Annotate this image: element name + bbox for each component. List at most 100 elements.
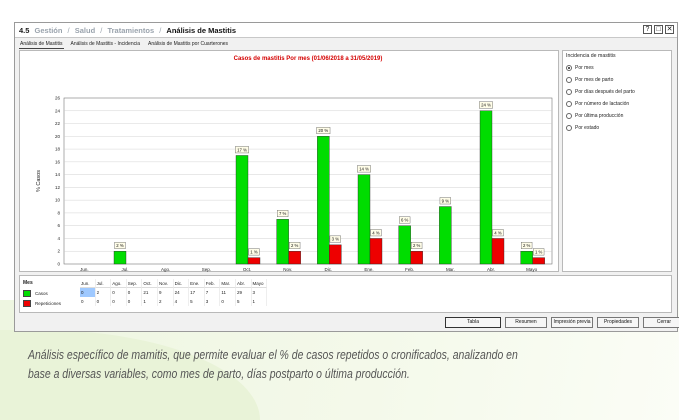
grid-header-cell[interactable]: Abr. [235, 279, 252, 288]
grid-header-row: Jun. Jul. Ago. Sep. Oct. Nov. Dic. Ene. Feb. Mar.… [80, 279, 268, 288]
module-number: 4.5 [19, 26, 30, 35]
casos-bar [398, 225, 411, 265]
repeticiones-bar [491, 238, 505, 265]
close-icon[interactable]: ✕ [665, 25, 674, 34]
grid-cell[interactable]: 7 [205, 288, 221, 297]
x-tick-label: Mar. [446, 267, 455, 272]
breadcrumb-gestion[interactable]: Gestión [34, 26, 63, 35]
tab-strip: Análisis de Mastitis Análisis de Mastiti… [19, 39, 229, 49]
incidence-radio-group: Por mes Por mes de parto Por días despué… [566, 62, 635, 134]
grid-cell[interactable]: 1 [252, 297, 268, 306]
data-label: 1 % [250, 249, 258, 254]
grid-header-cell[interactable]: Nov. [157, 279, 174, 288]
window-controls: ? □ ✕ [643, 25, 674, 34]
tab-mastitis-incidence[interactable]: Análisis de Mastitis - Incidencia [70, 41, 140, 47]
data-label: 2 % [523, 243, 531, 248]
y-tick-label: 8 [57, 210, 60, 215]
breadcrumb-salud[interactable]: Salud [74, 26, 96, 35]
data-label-box [492, 229, 504, 237]
help-icon[interactable]: ? [643, 25, 652, 34]
data-label-box [411, 242, 423, 249]
grid-cell[interactable]: 0 [220, 297, 236, 306]
grid-cell[interactable]: 29 [236, 288, 252, 297]
radio-por-ultima-produccion[interactable]: Por última producción [566, 110, 635, 122]
casos-bar [113, 251, 127, 265]
x-tick-label: Dic. [324, 267, 332, 272]
table-row: 0 2 0 0 21 9 24 17 7 11 29 3 [80, 288, 268, 297]
grid-cell[interactable]: 5 [189, 297, 205, 306]
repeticiones-bar [329, 244, 342, 265]
grid-cell[interactable]: 3 [205, 297, 221, 306]
grid-cell[interactable]: 5 [236, 297, 252, 306]
grid-header-cell[interactable]: Ene. [189, 279, 205, 288]
radio-por-numero-lactacion[interactable]: Por número de lactación [566, 98, 635, 110]
grid-header-cell[interactable]: Ago. [111, 279, 127, 288]
grid-cell[interactable]: 0 [80, 297, 96, 306]
grid-header-cell[interactable]: Jul. [95, 279, 112, 288]
radio-por-estado[interactable]: Por estado [566, 122, 635, 134]
grid-cell[interactable]: 4 [174, 297, 190, 306]
grid-cell[interactable]: 17 [189, 288, 205, 297]
radio-icon[interactable] [566, 77, 572, 83]
grid-cell[interactable]: 3 [252, 288, 268, 297]
data-label-box [235, 146, 249, 154]
grid-header-cell[interactable]: Oct. [142, 279, 158, 288]
grid-cell[interactable]: 0 [127, 297, 143, 306]
data-label: 4 % [372, 230, 380, 235]
grid-header-cell[interactable]: Feb. [204, 279, 221, 288]
x-tick-label: Oct. [243, 267, 251, 272]
grid-header-cell[interactable]: Dic. [173, 279, 190, 288]
radio-icon[interactable] [566, 125, 572, 131]
resumen-button[interactable]: Resumen [505, 317, 547, 328]
radio-por-dias-despues-parto[interactable]: Por días después del parto [566, 86, 635, 98]
grid-cell[interactable]: 2 [158, 297, 174, 306]
data-label-box [370, 229, 382, 237]
data-label: 7 % [279, 211, 287, 216]
grid-cell[interactable]: 0 [111, 297, 127, 306]
radio-checked-icon[interactable] [566, 65, 572, 71]
grid-cell[interactable]: 0 [127, 288, 143, 297]
print-preview-button[interactable]: Impresión previa [551, 317, 593, 328]
properties-button[interactable]: Propiedades [597, 317, 639, 328]
grid-header-cell[interactable]: Mar. [220, 279, 236, 288]
close-button[interactable]: Cerrar [643, 317, 679, 328]
data-label: 24 % [481, 103, 491, 108]
title-bar: 4.5 Gestión / Salud / Tratamientos / Aná… [15, 23, 677, 38]
radio-icon[interactable] [566, 89, 572, 95]
tab-mastitis-quarters[interactable]: Análisis de Mastitis por Cuarterones [148, 41, 229, 47]
y-tick-label: 14 [55, 172, 61, 177]
grid-cell[interactable]: 0 [111, 288, 127, 297]
grid-cell[interactable]: 24 [174, 288, 190, 297]
incidence-options-title: Incidencia de mastitis [566, 53, 616, 59]
casos-bar [317, 136, 330, 265]
data-label-box [289, 242, 301, 249]
x-tick-label: Sep. [202, 267, 211, 272]
grid-header-cell[interactable]: Jun. [80, 279, 96, 288]
data-label-box [316, 127, 331, 135]
grid-header-cell[interactable]: Sep. [126, 279, 143, 288]
grid-cell[interactable]: 11 [220, 288, 236, 297]
y-tick-label: 26 [55, 96, 61, 101]
radio-icon[interactable] [566, 101, 572, 107]
casos-bar [479, 110, 493, 265]
y-tick-label: 6 [57, 223, 60, 228]
data-label-box [439, 197, 451, 205]
radio-icon[interactable] [566, 113, 572, 119]
maximize-icon[interactable]: □ [654, 25, 663, 34]
data-label-box [277, 210, 289, 218]
tabla-button[interactable]: Tabla [445, 317, 501, 328]
data-label: 2 % [291, 243, 299, 248]
grid-cell[interactable]: 1 [142, 297, 158, 306]
breadcrumb-tratamientos[interactable]: Tratamientos [107, 26, 155, 35]
radio-por-mes[interactable]: Por mes [566, 62, 635, 74]
tab-mastitis-analysis[interactable]: Análisis de Mastitis [19, 41, 64, 49]
grid-cell[interactable]: 21 [142, 288, 158, 297]
grid-cell[interactable]: 0 [96, 297, 112, 306]
y-tick-label: 4 [57, 236, 60, 241]
grid-cell[interactable]: 9 [158, 288, 174, 297]
grid-cell[interactable]: 0 [80, 288, 96, 297]
grid-cell[interactable]: 2 [96, 288, 112, 297]
x-tick-label: Jul. [121, 267, 128, 272]
radio-por-mes-de-parto[interactable]: Por mes de parto [566, 74, 635, 86]
grid-header-cell[interactable]: Mayo [251, 279, 268, 288]
